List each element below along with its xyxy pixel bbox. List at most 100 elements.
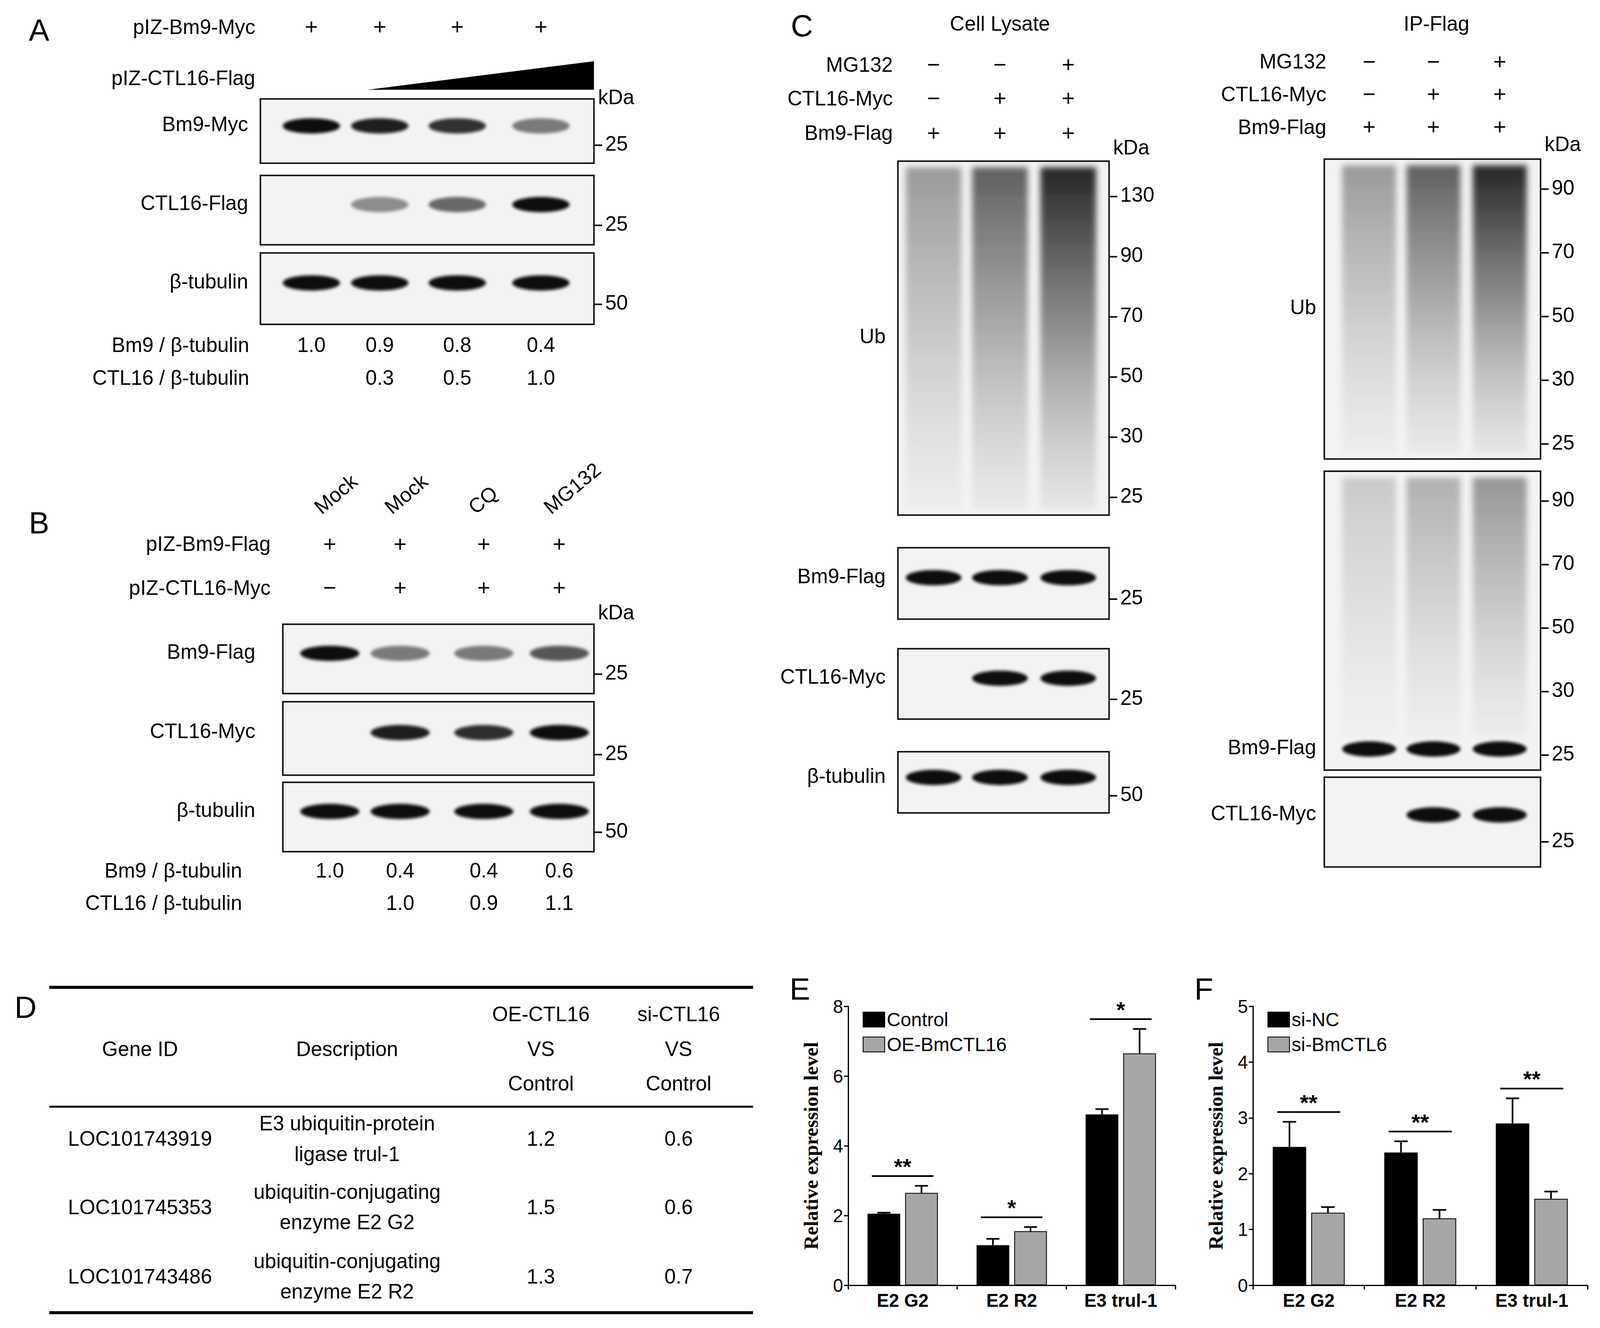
svg-text:0.4: 0.4 <box>469 859 498 882</box>
svg-text:50: 50 <box>1120 782 1143 806</box>
svg-text:Gene ID: Gene ID <box>102 1037 179 1061</box>
svg-text:0.8: 0.8 <box>442 333 472 357</box>
svg-text:+: + <box>1493 81 1507 107</box>
svg-text:25: 25 <box>1551 431 1575 454</box>
svg-text:0.6: 0.6 <box>664 1127 693 1150</box>
svg-text:25: 25 <box>605 132 629 155</box>
svg-text:50: 50 <box>1551 303 1575 327</box>
svg-text:1.0: 1.0 <box>526 366 556 389</box>
svg-text:+: + <box>534 14 548 40</box>
svg-text:+: + <box>927 120 941 146</box>
svg-text:kDa: kDa <box>598 85 635 109</box>
svg-text:3: 3 <box>1237 1107 1248 1128</box>
svg-text:2: 2 <box>1237 1163 1248 1185</box>
svg-text:**: ** <box>1299 1090 1318 1116</box>
svg-text:0.7: 0.7 <box>664 1265 693 1288</box>
svg-text:+: + <box>323 531 337 557</box>
svg-text:CTL16-Myc: CTL16-Myc <box>1220 83 1327 106</box>
svg-text:E: E <box>789 971 810 1007</box>
svg-text:+: + <box>393 574 407 600</box>
svg-text:Relative expression level: Relative expression level <box>800 1042 823 1250</box>
svg-text:β-tubulin: β-tubulin <box>169 270 248 293</box>
svg-text:+: + <box>450 14 465 40</box>
svg-text:−: − <box>993 51 1007 77</box>
svg-text:+: + <box>373 14 387 40</box>
svg-text:1.2: 1.2 <box>526 1127 556 1150</box>
svg-text:+: + <box>1493 114 1507 140</box>
svg-text:β-tubulin: β-tubulin <box>176 798 256 822</box>
svg-text:VS: VS <box>665 1037 693 1061</box>
svg-text:CTL16-Myc: CTL16-Myc <box>1210 802 1317 825</box>
svg-text:+: + <box>477 574 491 600</box>
svg-text:5: 5 <box>1237 996 1248 1017</box>
svg-text:B: B <box>29 505 50 541</box>
svg-text:LOC101743486: LOC101743486 <box>68 1265 213 1288</box>
svg-text:Control: Control <box>508 1072 574 1095</box>
svg-text:Bm9-Flag: Bm9-Flag <box>1227 736 1317 759</box>
svg-text:MG132: MG132 <box>825 53 893 76</box>
svg-text:kDa: kDa <box>1544 132 1582 156</box>
svg-text:70: 70 <box>1551 551 1575 575</box>
svg-text:Description: Description <box>296 1037 399 1061</box>
svg-text:70: 70 <box>1551 239 1575 263</box>
svg-text:−: − <box>927 85 941 111</box>
svg-text:Mock: Mock <box>380 469 433 519</box>
svg-text:F: F <box>1194 971 1214 1007</box>
svg-text:4: 4 <box>833 1135 844 1157</box>
svg-text:0.4: 0.4 <box>386 859 415 882</box>
svg-text:E2 G2: E2 G2 <box>876 1290 929 1311</box>
svg-text:+: + <box>552 531 566 557</box>
svg-text:LOC101745353: LOC101745353 <box>68 1196 213 1219</box>
svg-text:25: 25 <box>1551 742 1575 765</box>
svg-text:+: + <box>1493 48 1507 74</box>
svg-text:1: 1 <box>1237 1219 1248 1240</box>
svg-text:+: + <box>1061 51 1075 77</box>
svg-text:1.5: 1.5 <box>526 1196 556 1219</box>
svg-text:25: 25 <box>605 661 629 684</box>
svg-text:VS: VS <box>527 1037 555 1061</box>
svg-text:CTL16-Flag: CTL16-Flag <box>140 191 248 215</box>
svg-text:+: + <box>477 531 491 557</box>
svg-text:enzyme E2 G2: enzyme E2 G2 <box>279 1211 415 1234</box>
svg-text:30: 30 <box>1551 367 1575 390</box>
svg-text:CTL16-Myc: CTL16-Myc <box>780 665 886 688</box>
svg-text:−: − <box>323 574 337 600</box>
svg-text:90: 90 <box>1120 243 1143 267</box>
svg-text:C: C <box>790 8 813 44</box>
svg-text:pIZ-CTL16-Flag: pIZ-CTL16-Flag <box>111 66 256 90</box>
svg-text:ligase trul-1: ligase trul-1 <box>294 1142 400 1166</box>
svg-text:Bm9 / β-tubulin: Bm9 / β-tubulin <box>111 333 250 357</box>
svg-text:50: 50 <box>605 291 629 314</box>
svg-text:A: A <box>29 12 50 48</box>
svg-text:β-tubulin: β-tubulin <box>807 764 886 788</box>
svg-text:si-NC: si-NC <box>1291 1008 1340 1031</box>
svg-text:0.6: 0.6 <box>545 859 574 882</box>
svg-text:0: 0 <box>1237 1275 1248 1296</box>
svg-text:ubiquitin-conjugating: ubiquitin-conjugating <box>253 1180 441 1204</box>
svg-text:25: 25 <box>1120 686 1143 710</box>
svg-text:E2 R2: E2 R2 <box>1394 1290 1446 1311</box>
svg-text:−: − <box>927 51 941 77</box>
svg-text:2: 2 <box>833 1205 844 1226</box>
svg-text:25: 25 <box>605 741 629 765</box>
svg-text:90: 90 <box>1551 176 1575 199</box>
svg-text:Bm9-Flag: Bm9-Flag <box>1237 115 1327 139</box>
svg-text:+: + <box>304 14 319 40</box>
svg-text:25: 25 <box>1120 586 1143 609</box>
svg-text:D: D <box>14 990 37 1025</box>
svg-text:MG132: MG132 <box>539 458 605 519</box>
svg-text:70: 70 <box>1120 303 1143 327</box>
svg-text:0.9: 0.9 <box>469 891 498 915</box>
svg-text:Bm9-Flag: Bm9-Flag <box>166 640 256 663</box>
svg-text:+: + <box>1061 120 1075 146</box>
svg-text:+: + <box>1426 81 1441 107</box>
svg-text:+: + <box>1426 114 1441 140</box>
svg-text:1.0: 1.0 <box>315 859 344 882</box>
svg-text:+: + <box>1362 114 1376 140</box>
svg-text:E2 R2: E2 R2 <box>986 1290 1038 1311</box>
svg-text:CQ: CQ <box>463 481 502 519</box>
svg-text:1.0: 1.0 <box>386 891 415 915</box>
svg-text:CTL16 / β-tubulin: CTL16 / β-tubulin <box>85 891 243 915</box>
svg-text:**: ** <box>1523 1066 1541 1092</box>
svg-text:Ub: Ub <box>859 325 886 348</box>
